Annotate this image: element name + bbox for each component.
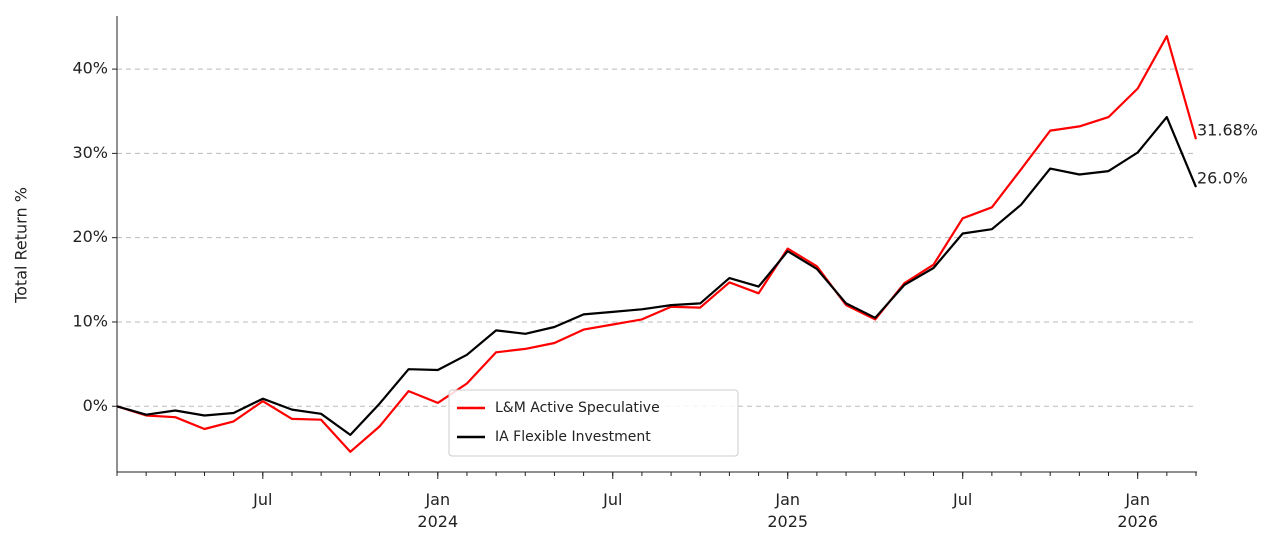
x-tick-label: Jan 2025: [767, 490, 808, 531]
x-tick-label: Jul: [952, 490, 972, 509]
legend-label: IA Flexible Investment: [495, 429, 651, 445]
y-tick-label: 20%: [72, 227, 108, 246]
x-tick-label: Jul: [602, 490, 622, 509]
legend-label: L&M Active Speculative: [495, 400, 660, 416]
x-tick-label: Jan 2024: [417, 490, 458, 531]
y-tick-label: 10%: [72, 311, 108, 330]
y-tick-label: 40%: [72, 59, 108, 78]
x-tick-label: Jan 2026: [1117, 490, 1158, 531]
end-label: 31.68%: [1197, 121, 1258, 140]
y-axis-label: Total Return %: [12, 187, 31, 304]
y-tick-label: 0%: [83, 396, 108, 415]
line-series: [116, 35, 1198, 453]
x-tick-label: Jul: [252, 490, 272, 509]
y-tick-label: 30%: [72, 143, 108, 162]
end-label: 26.0%: [1197, 169, 1248, 188]
legend-box: [448, 389, 739, 457]
line-series: [116, 115, 1198, 436]
